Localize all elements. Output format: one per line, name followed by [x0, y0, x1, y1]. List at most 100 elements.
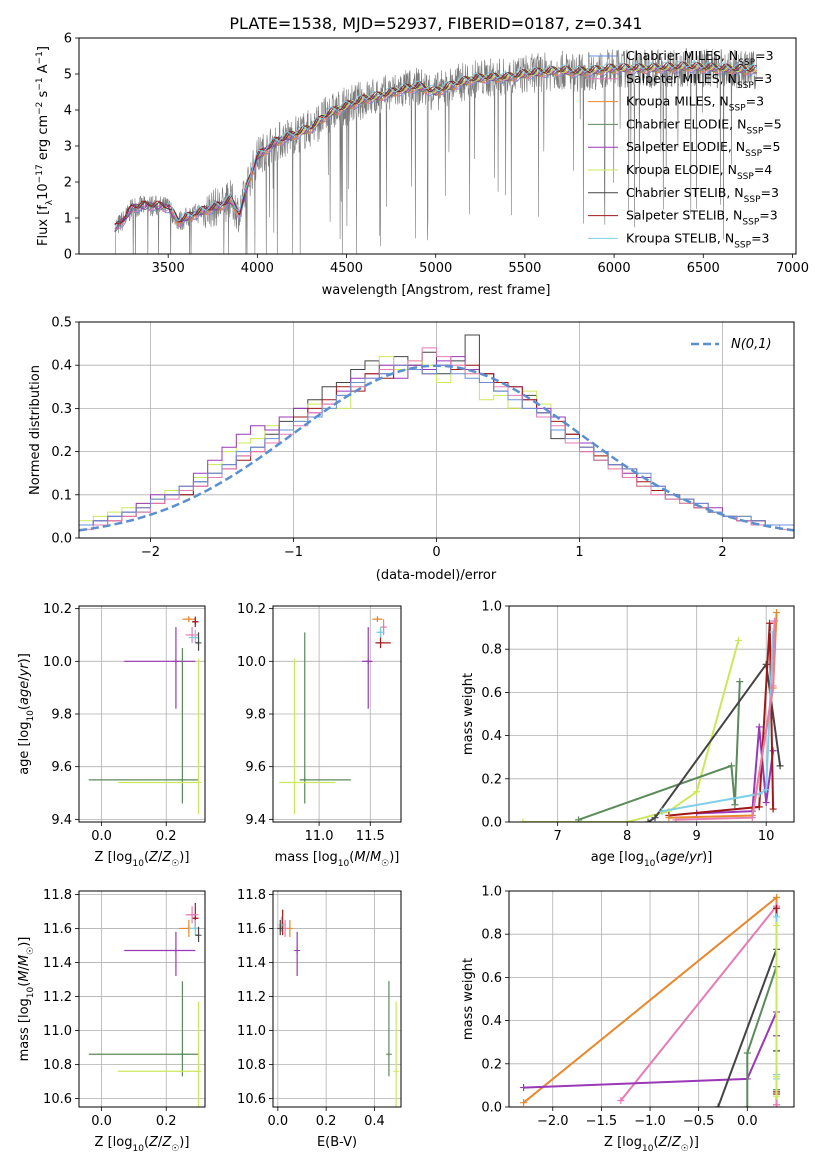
plot-area [114, 47, 758, 254]
weight-marker [772, 1092, 780, 1100]
x-tick-label: −1 [284, 545, 303, 560]
y-tick-label: 11.4 [237, 956, 266, 971]
weight-line-kroupa-elodie [522, 640, 740, 822]
y-tick-label: 11.2 [237, 990, 266, 1005]
x-tick-label: 4500 [330, 261, 363, 276]
weight-marker [644, 818, 652, 822]
model-line-chabrier-elodie [114, 64, 758, 233]
plot-area [279, 616, 391, 815]
weight-vs-metallicity-panel: −2.0 −1.5 −1.0 −0.5 0.0 0.0 0.2 0.4 0.6 0.8 1.0 Z [… [461, 885, 795, 1154]
residual-histogram-panel: −2 −1 0 1 2 0.0 0.1 0.2 0.3 0.4 0.5 N(0,1) (data-mod… [28, 316, 795, 583]
y-tick-label: 11.4 [43, 956, 72, 971]
x-tick-label: 0.4 [364, 1114, 385, 1129]
y-tick-label: 0.0 [51, 532, 72, 547]
y-tick-label: 10.0 [237, 655, 266, 670]
y-tick-label: 10.0 [43, 655, 72, 670]
x-tick-label: 7 [554, 829, 562, 844]
axes-frame [508, 890, 795, 1108]
y-tick-label: 11.8 [43, 888, 72, 903]
weight-marker [772, 922, 780, 930]
plot-area [519, 608, 784, 822]
data-point [278, 922, 285, 929]
x-tick-label: 0.2 [156, 1114, 177, 1129]
legend-label: Chabrier STELIB, NSSP=3 [626, 185, 779, 205]
weight-marker [772, 1101, 780, 1107]
x-tick-label: 5500 [508, 261, 541, 276]
axes-frame [508, 605, 795, 823]
data-point [385, 1051, 392, 1058]
weight-marker [736, 678, 744, 686]
x-axis-label: Z [log10(Z/Z☉)] [95, 850, 190, 869]
spectrum-y-label: Flux [fλ10−17 erg cm−2 s−1 A−1] [35, 46, 55, 246]
weight-marker [769, 805, 777, 813]
weight-marker [651, 814, 659, 822]
x-tick-label: 2 [718, 545, 726, 560]
axes-frame [272, 605, 402, 823]
data-point [277, 925, 284, 932]
histogram-y-label: Normed distribution [28, 365, 43, 495]
x-axis-label: Z [log10(Z/Z☉)] [95, 1135, 190, 1154]
histogram-step-chabrier-miles [79, 364, 794, 526]
data-point [365, 658, 372, 665]
x-tick-label: 0.0 [267, 1114, 288, 1129]
y-tick-label: 0.0 [481, 1101, 502, 1116]
weight-marker [731, 801, 739, 809]
y-tick-label: 11.8 [237, 888, 266, 903]
x-axis-label: mass [log10(M/M☉)] [275, 850, 400, 869]
spectrum-y-label-text: Flux [fλ10−17 erg cm−2 s−1 A−1] [35, 46, 55, 246]
legend-label: Salpeter STELIB, NSSP=3 [626, 208, 778, 228]
y-tick-label: 9.4 [245, 813, 266, 828]
weight-line-salpeter-miles [675, 621, 776, 821]
weight-marker [766, 619, 774, 627]
weight-marker [693, 788, 701, 796]
x-tick-label: 6500 [687, 261, 720, 276]
axes-frame [78, 890, 206, 1108]
y-tick-label: 10.8 [43, 1058, 72, 1073]
gaussian-reference-curve [79, 364, 794, 532]
weight-line-chabrier-elodie [578, 681, 741, 821]
y-tick-label: 10.2 [43, 602, 72, 617]
data-point [377, 629, 384, 636]
spectrum-x-label: wavelength [Angstrom, rest frame] [322, 283, 551, 298]
y-axis-label-text: mass [log10(M/M☉)] [17, 937, 36, 1062]
plot-area [520, 893, 780, 1107]
weight-marker [762, 786, 770, 794]
weight-marker [743, 1049, 751, 1057]
y-tick-label: 0.0 [481, 816, 502, 831]
age-vs-metallicity-panel: 0.0 0.2 9.4 9.6 9.8 10.0 10.2 Z [log10(Z/Z☉)] ag… [17, 602, 206, 869]
age-vs-mass-panel: 11.0 11.5 9.4 9.6 9.8 10.0 10.2 mass [log10(M/M… [237, 602, 402, 869]
weight-marker [771, 617, 779, 625]
weight-marker [519, 818, 527, 822]
y-axis-label-text: age [log10(age/yr)] [17, 653, 36, 775]
data-point [189, 911, 196, 918]
y-tick-label: 0.6 [481, 686, 502, 701]
y-axis-label: mass [log10(M/M☉)] [17, 937, 36, 1062]
y-tick-label: 1.0 [481, 600, 502, 615]
y-tick-label: 0.8 [481, 928, 502, 943]
weight-marker [772, 1073, 780, 1081]
y-tick-label: 2 [64, 176, 72, 191]
weight-marker [762, 799, 770, 807]
y-tick-label: 0 [64, 248, 72, 263]
histogram-step-salpeter-miles [79, 347, 794, 530]
legend-label: Kroupa MILES, NSSP=3 [626, 94, 764, 114]
x-tick-label: 9 [693, 829, 701, 844]
y-tick-label: 11.6 [237, 922, 266, 937]
y-tick-label: 11.2 [43, 990, 72, 1005]
data-point [179, 1051, 186, 1058]
y-tick-label: 9.8 [51, 708, 72, 723]
x-tick-label: 4000 [241, 261, 274, 276]
y-tick-label: 9.6 [51, 760, 72, 775]
legend-label: Kroupa ELODIE, NSSP=4 [626, 162, 772, 182]
x-tick-label: 1 [575, 545, 583, 560]
x-tick-label: 0.2 [316, 1114, 337, 1129]
weight-marker [714, 1103, 722, 1107]
weight-marker [617, 1097, 625, 1105]
weight-marker [672, 816, 680, 822]
y-axis-label: mass weight [461, 673, 476, 755]
weight-marker [776, 762, 784, 770]
data-point [185, 616, 192, 623]
legend-label: Chabrier ELODIE, NSSP=5 [626, 116, 782, 136]
x-axis-label: Z [log10(Z/Z☉)] [604, 1135, 699, 1154]
x-tick-label: −2.0 [537, 1114, 569, 1129]
